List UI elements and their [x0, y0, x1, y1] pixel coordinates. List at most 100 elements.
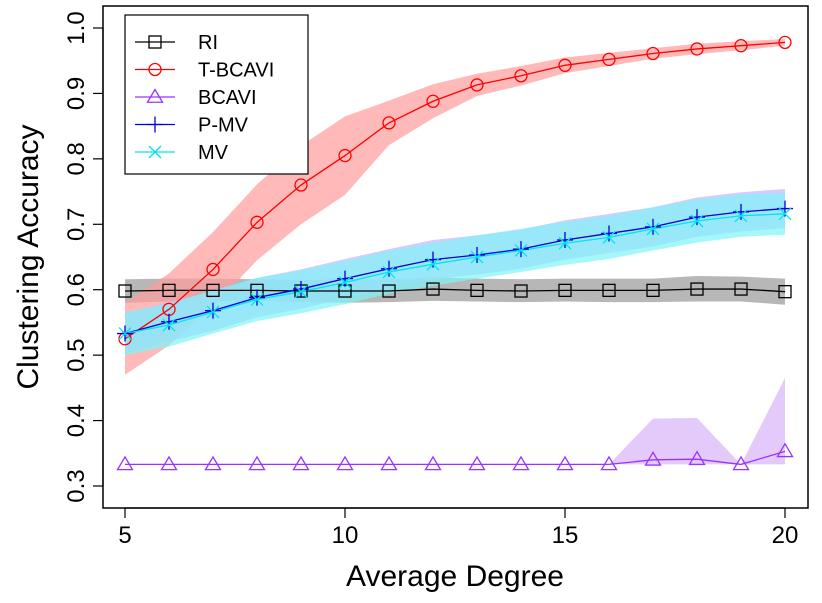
point-p-mv	[469, 247, 485, 264]
series-lines	[124, 41, 786, 466]
legend-label-t-bcavi: T-BCAVI	[198, 60, 274, 82]
point-mv	[118, 327, 132, 341]
point-mv	[250, 293, 264, 306]
point-p-mv	[601, 225, 617, 242]
legend: RI T-BCAVI BCAVI P-MV MV	[124, 14, 309, 175]
point-bcavi	[380, 455, 398, 471]
confidence-bands	[125, 39, 785, 465]
point-t-bcavi	[470, 78, 484, 92]
point-mv	[646, 222, 660, 236]
point-bcavi	[600, 455, 618, 471]
point-t-bcavi	[250, 215, 264, 229]
x-tick-label: 15	[552, 522, 579, 549]
y-axis: 0.3 0.4 0.5 0.6 0.7 0.8 0.9 1.0	[63, 11, 104, 503]
point-p-mv	[733, 203, 749, 220]
point-ri	[734, 282, 748, 296]
point-t-bcavi	[734, 39, 748, 53]
point-t-bcavi	[602, 52, 616, 67]
series-markers	[116, 35, 794, 471]
point-ri	[206, 283, 220, 298]
point-bcavi	[732, 455, 750, 471]
point-ri	[690, 282, 704, 296]
x-axis: 5 10 15 20	[118, 507, 799, 549]
point-bcavi	[248, 455, 266, 471]
y-tick-label: 0.7	[63, 208, 90, 241]
x-tick-label: 10	[332, 522, 359, 549]
point-mv	[558, 236, 572, 250]
y-axis-title: Clustering Accuracy	[12, 124, 45, 389]
legend-label-ri: RI	[198, 32, 218, 54]
point-mv	[426, 257, 440, 271]
legend-marker-mv	[148, 145, 162, 159]
point-ri	[118, 284, 132, 298]
point-ri	[558, 283, 572, 298]
point-mv	[206, 305, 220, 319]
point-bcavi	[556, 455, 574, 471]
point-bcavi	[468, 455, 486, 471]
legend-marker-bcavi	[146, 88, 164, 103]
point-p-mv	[161, 313, 177, 330]
y-tick-label: 0.3	[63, 469, 90, 502]
legend-label-bcavi: BCAVI	[198, 87, 257, 109]
point-bcavi	[688, 450, 706, 466]
point-bcavi	[644, 451, 662, 466]
point-ri	[778, 285, 792, 299]
y-tick-label: 0.8	[63, 142, 90, 175]
point-bcavi	[776, 442, 794, 458]
line-bcavi	[125, 450, 786, 466]
point-bcavi	[292, 455, 310, 471]
point-mv	[514, 243, 528, 257]
point-t-bcavi	[646, 46, 660, 61]
y-tick-label: 0.5	[63, 338, 90, 371]
point-t-bcavi	[426, 94, 440, 108]
band-t-bcavi	[125, 39, 785, 375]
point-bcavi	[336, 455, 354, 471]
point-t-bcavi	[514, 69, 528, 83]
point-p-mv	[645, 218, 661, 235]
point-p-mv	[249, 289, 265, 306]
point-mv	[338, 276, 352, 289]
point-mv	[470, 250, 484, 264]
x-tick-label: 20	[772, 522, 799, 549]
point-t-bcavi	[690, 42, 704, 56]
point-mv	[294, 285, 308, 299]
point-bcavi	[116, 455, 134, 471]
point-ri	[426, 282, 440, 296]
point-t-bcavi	[294, 178, 308, 192]
legend-marker-t-bcavi	[148, 62, 162, 77]
x-axis-title: Average Degree	[346, 560, 564, 593]
point-p-mv	[205, 302, 221, 319]
point-p-mv	[381, 260, 397, 277]
point-t-bcavi	[558, 58, 572, 72]
y-tick-label: 0.6	[63, 273, 90, 306]
point-mv	[382, 265, 396, 279]
point-p-mv	[689, 209, 705, 226]
point-bcavi	[512, 455, 530, 471]
point-ri	[602, 283, 616, 298]
point-p-mv	[293, 281, 309, 298]
line-t-bcavi	[124, 41, 786, 340]
line-p-mv	[124, 207, 786, 335]
legend-label-p-mv: P-MV	[198, 115, 249, 137]
point-bcavi	[160, 455, 178, 471]
x-tick-label: 5	[118, 522, 131, 549]
point-bcavi	[204, 455, 222, 471]
point-t-bcavi	[206, 262, 220, 277]
point-t-bcavi	[338, 148, 352, 163]
y-tick-label: 1.0	[63, 11, 90, 44]
point-p-mv	[337, 270, 353, 287]
legend-label-mv: MV	[198, 142, 229, 164]
legend-marker-ri	[148, 35, 162, 49]
point-t-bcavi	[382, 116, 396, 130]
band-mv	[125, 192, 785, 356]
point-ri	[514, 284, 528, 298]
band-bcavi	[125, 378, 785, 465]
point-ri	[382, 284, 396, 298]
legend-marker-p-mv	[147, 116, 163, 133]
point-mv	[690, 214, 704, 228]
point-bcavi	[424, 455, 442, 471]
y-tick-label: 0.4	[63, 404, 90, 437]
point-p-mv	[513, 241, 529, 258]
line-mv	[124, 213, 786, 335]
